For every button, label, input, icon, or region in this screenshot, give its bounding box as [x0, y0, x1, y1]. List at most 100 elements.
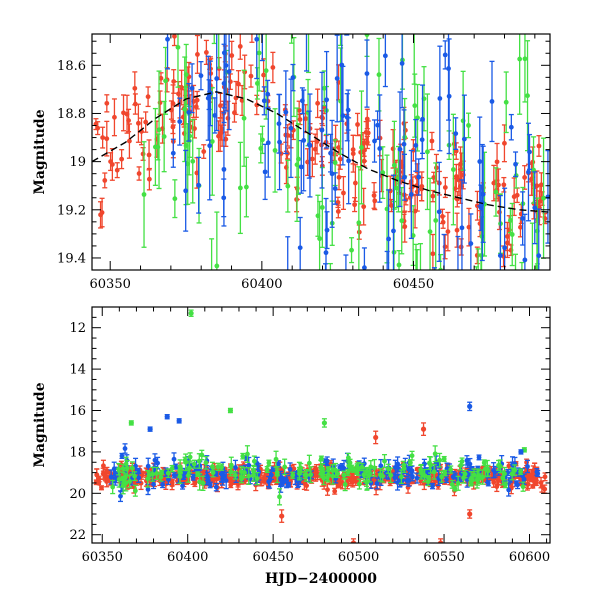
green-data-point — [474, 470, 480, 489]
blue-data-point — [375, 110, 381, 140]
green-data-point — [497, 459, 503, 474]
blue-data-point — [171, 471, 177, 479]
blue-data-point — [431, 267, 437, 270]
green-data-point — [240, 452, 246, 460]
red-data-point — [249, 34, 255, 43]
green-data-point — [518, 468, 524, 476]
plot-area — [93, 309, 548, 543]
green-data-point — [185, 468, 191, 483]
green-data-point — [541, 137, 547, 259]
red-data-point — [100, 126, 106, 149]
blue-data-point — [525, 122, 531, 222]
green-data-point — [116, 471, 122, 488]
blue-data-point — [262, 143, 268, 201]
red-data-point — [132, 93, 138, 115]
blue-data-point — [319, 71, 325, 189]
red-data-point — [285, 124, 291, 147]
red-data-point — [438, 538, 444, 543]
green-data-point — [299, 0, 304, 23]
blue-data-point — [276, 93, 282, 154]
blue-data-point — [226, 34, 232, 131]
green-data-point — [191, 459, 197, 469]
green-data-point — [161, 100, 167, 173]
axes-frame — [91, 33, 551, 271]
blue-data-point — [477, 116, 483, 207]
x-tick-label: 60350 — [90, 277, 131, 292]
y-tick-label: 20 — [69, 487, 86, 502]
green-data-point — [195, 471, 201, 477]
green-data-point — [289, 34, 295, 44]
blue-data-point — [364, 39, 370, 108]
blue-data-point — [437, 45, 443, 152]
green-data-point — [254, 471, 260, 486]
blue-data-point — [303, 34, 309, 72]
red-data-point — [135, 103, 141, 143]
red-data-point — [429, 131, 435, 151]
green-data-point — [128, 420, 134, 426]
blue-data-point — [261, 86, 267, 116]
blue-data-point — [283, 70, 289, 155]
green-data-point — [433, 162, 439, 270]
green-data-point — [350, 466, 356, 473]
green-data-point — [475, 248, 481, 270]
blue-data-point — [408, 149, 414, 240]
green-data-point — [196, 453, 202, 469]
red-data-point — [474, 246, 480, 265]
blue-data-point — [323, 197, 329, 270]
red-data-point — [109, 148, 115, 181]
green-data-point — [519, 261, 525, 270]
red-data-point — [454, 212, 460, 248]
blue-data-point — [265, 107, 271, 178]
red-data-point — [98, 485, 104, 491]
blue-data-point — [392, 459, 398, 476]
blue-data-point — [461, 94, 467, 184]
blue-data-point — [340, 65, 346, 166]
green-data-point — [396, 250, 402, 270]
green-data-point — [522, 34, 528, 103]
y-tick-label: 18 — [69, 445, 86, 460]
red-data-point — [146, 167, 152, 191]
blue-data-point — [180, 482, 186, 490]
green-data-point — [391, 120, 397, 210]
green-data-point — [529, 222, 535, 270]
x-tick-label: 60350 — [82, 550, 123, 565]
green-data-point — [441, 455, 447, 463]
blue-data-point — [509, 308, 514, 387]
red-data-point — [536, 135, 542, 157]
blue-data-point — [500, 285, 505, 309]
red-data-point — [373, 430, 379, 445]
green-data-point — [509, 202, 515, 267]
blue-data-point — [186, 82, 192, 142]
blue-data-point — [207, 90, 213, 201]
green-data-point — [306, 34, 312, 74]
red-data-point — [358, 134, 364, 171]
blue-data-point — [408, 465, 414, 476]
blue-data-point — [183, 149, 189, 232]
green-data-point — [469, 476, 475, 485]
green-data-point — [364, 474, 370, 491]
x-tick-label: 60400 — [241, 277, 282, 292]
green-data-point — [359, 90, 365, 205]
green-data-point — [480, 469, 486, 485]
green-data-point — [228, 467, 234, 477]
blue-data-point — [214, 34, 220, 132]
y-tick-label: 12 — [69, 321, 86, 336]
red-data-point — [514, 187, 520, 204]
blue-data-point — [468, 213, 474, 270]
red-data-point — [102, 472, 108, 480]
green-data-point — [466, 112, 472, 139]
red-data-point — [114, 162, 120, 179]
blue-data-point — [397, 91, 403, 208]
y-tick-label: 14 — [69, 363, 86, 378]
red-data-point — [309, 140, 315, 178]
green-data-point — [183, 43, 189, 106]
green-data-point — [318, 455, 324, 462]
blue-data-point — [536, 208, 542, 270]
red-data-point — [501, 124, 507, 163]
red-data-point — [229, 40, 235, 71]
red-data-point — [439, 208, 445, 225]
y-tick-label: 19 — [69, 155, 86, 170]
green-data-point — [413, 243, 419, 270]
green-data-point — [190, 119, 196, 204]
